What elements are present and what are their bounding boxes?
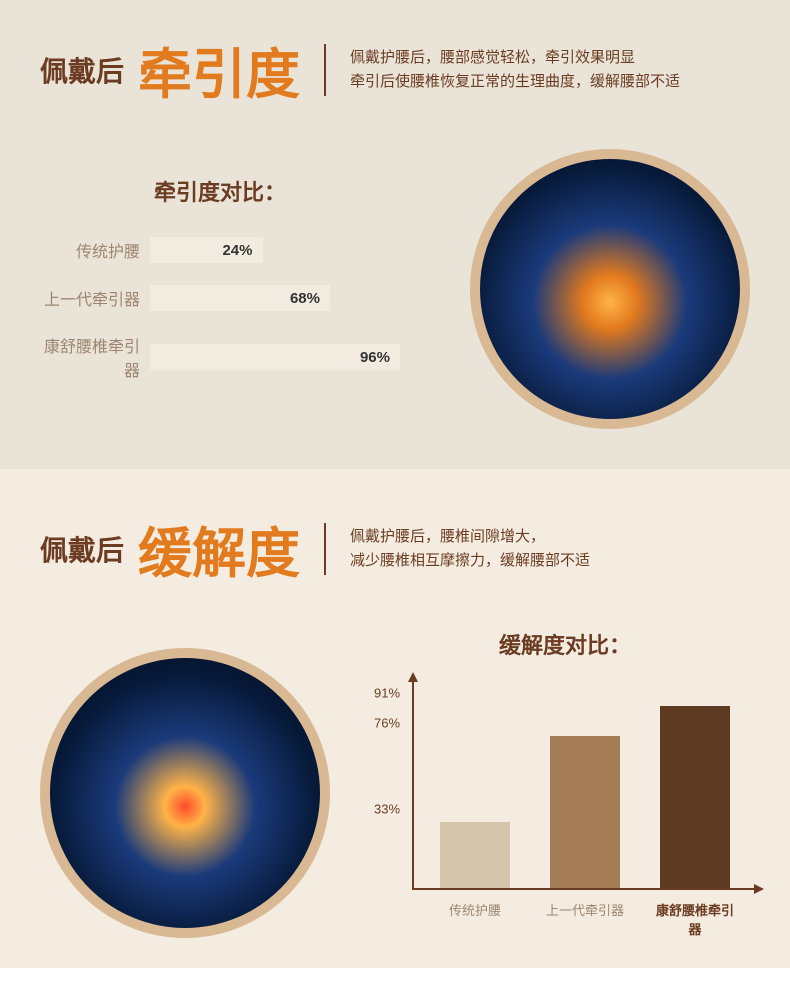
hbar-row: 上一代牵引器 68% xyxy=(40,285,400,311)
y-axis xyxy=(412,680,414,890)
divider-vertical xyxy=(324,523,326,575)
x-label: 康舒腰椎牵引器 xyxy=(650,900,740,938)
desc-line: 减少腰椎相互摩擦力，缓解腰部不适 xyxy=(350,549,590,573)
vbar-chart: 缓解度对比： 33% 76% 91% 传统护腰 上一代牵引器 康舒腰椎牵引器 xyxy=(380,628,750,938)
chart-title: 缓解度对比： xyxy=(380,628,750,660)
hbar-value: 24% xyxy=(222,242,262,259)
desc-relief: 佩戴护腰后，腰椎间隙增大， 减少腰椎相互摩擦力，缓解腰部不适 xyxy=(350,525,590,573)
divider-vertical xyxy=(324,44,326,96)
section-relief: 佩戴后 缓解度 佩戴护腰后，腰椎间隙增大， 减少腰椎相互摩擦力，缓解腰部不适 缓… xyxy=(0,469,790,968)
hbar-row: 传统护腰 24% xyxy=(40,237,400,263)
section2-body: 缓解度对比： 33% 76% 91% 传统护腰 上一代牵引器 康舒腰椎牵引器 xyxy=(40,628,750,938)
vbar xyxy=(550,736,620,888)
header-traction: 佩戴后 牵引度 佩戴护腰后，腰部感觉轻松，牵引效果明显 牵引后使腰椎恢复正常的生… xyxy=(40,30,750,109)
spine-image-1 xyxy=(470,149,750,429)
spine-image-2 xyxy=(40,648,330,938)
x-axis xyxy=(412,888,756,890)
hbar-track: 68% xyxy=(150,285,400,311)
hbar-value: 68% xyxy=(290,290,330,307)
hbar-fill: 68% xyxy=(150,285,330,311)
hbar-track: 24% xyxy=(150,237,400,263)
title-relief: 缓解度 xyxy=(138,509,300,588)
hbar-label: 上一代牵引器 xyxy=(40,286,150,310)
y-tick: 91% xyxy=(374,686,400,701)
vbar xyxy=(660,706,730,888)
hbar-label: 传统护腰 xyxy=(40,238,150,262)
compare-title: 牵引度对比： xyxy=(40,175,400,207)
section1-body: 牵引度对比： 传统护腰 24% 上一代牵引器 68% 康舒腰椎牵引器 xyxy=(40,149,750,429)
desc-line: 佩戴护腰后，腰部感觉轻松，牵引效果明显 xyxy=(350,46,680,70)
vbar-group xyxy=(420,688,750,888)
hbar-track: 96% xyxy=(150,344,400,370)
desc-line: 牵引后使腰椎恢复正常的生理曲度，缓解腰部不适 xyxy=(350,70,680,94)
prefix-text: 佩戴后 xyxy=(40,50,124,90)
prefix-text: 佩戴后 xyxy=(40,529,124,569)
section-traction: 佩戴后 牵引度 佩戴护腰后，腰部感觉轻松，牵引效果明显 牵引后使腰椎恢复正常的生… xyxy=(0,0,790,469)
hbar-fill: 24% xyxy=(150,237,263,263)
hbar-row: 康舒腰椎牵引器 96% xyxy=(40,333,400,381)
x-label: 上一代牵引器 xyxy=(540,900,630,938)
y-tick: 33% xyxy=(374,802,400,817)
title-traction: 牵引度 xyxy=(138,30,300,109)
vbar xyxy=(440,822,510,888)
x-labels: 传统护腰 上一代牵引器 康舒腰椎牵引器 xyxy=(420,900,750,938)
hbar-label: 康舒腰椎牵引器 xyxy=(40,333,150,381)
desc-line: 佩戴护腰后，腰椎间隙增大， xyxy=(350,525,590,549)
hbar-compare: 牵引度对比： 传统护腰 24% 上一代牵引器 68% 康舒腰椎牵引器 xyxy=(40,175,400,403)
hbar-value: 96% xyxy=(360,349,400,366)
y-tick: 76% xyxy=(374,716,400,731)
chart-area: 33% 76% 91% xyxy=(380,680,750,890)
x-label: 传统护腰 xyxy=(430,900,520,938)
hbar-fill: 96% xyxy=(150,344,400,370)
desc-traction: 佩戴护腰后，腰部感觉轻松，牵引效果明显 牵引后使腰椎恢复正常的生理曲度，缓解腰部… xyxy=(350,46,680,94)
header-relief: 佩戴后 缓解度 佩戴护腰后，腰椎间隙增大， 减少腰椎相互摩擦力，缓解腰部不适 xyxy=(40,509,750,588)
